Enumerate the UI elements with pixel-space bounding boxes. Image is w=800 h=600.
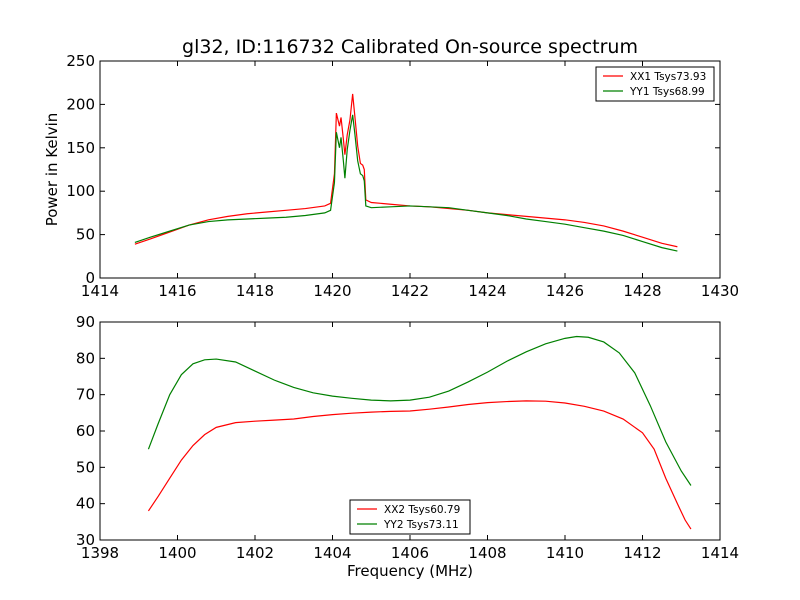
series-line-1 bbox=[134, 93, 678, 248]
x-tick-label: 1404 bbox=[313, 544, 351, 562]
x-tick-label: 1410 bbox=[546, 544, 584, 562]
x-axis-label: Frequency (MHz) bbox=[347, 562, 473, 580]
x-tick-label: 1430 bbox=[701, 282, 739, 300]
y-tick-label: 80 bbox=[76, 349, 95, 367]
x-tick-label: 1418 bbox=[236, 282, 274, 300]
x-tick-label: 1398 bbox=[81, 544, 119, 562]
x-tick-label: 1414 bbox=[701, 544, 739, 562]
legend-box bbox=[349, 499, 471, 535]
chart-title: gl32, ID:116732 Calibrated On-source spe… bbox=[182, 36, 638, 58]
legend-label: XX2 Tsys60.79 bbox=[384, 504, 460, 516]
y-axis-label: Power in Kelvin bbox=[43, 113, 61, 227]
legend-label: YY2 Tsys73.11 bbox=[383, 519, 459, 531]
y-tick-label: 30 bbox=[76, 531, 95, 549]
x-tick-label: 1416 bbox=[158, 282, 196, 300]
legend: XX2 Tsys60.79 YY2 Tsys73.11 bbox=[349, 499, 471, 535]
legend: XX1 Tsys73.93 YY1 Tsys68.99 bbox=[595, 66, 715, 102]
x-tick-label: 1420 bbox=[313, 282, 351, 300]
y-tick-label: 250 bbox=[66, 52, 95, 70]
y-tick-label: 100 bbox=[66, 182, 95, 200]
y-tick-label: 70 bbox=[76, 386, 95, 404]
x-tick-label: 1402 bbox=[236, 544, 274, 562]
series-line-2 bbox=[147, 335, 692, 486]
series-line-2 bbox=[134, 114, 678, 252]
x-tick-label: 1400 bbox=[158, 544, 196, 562]
bottom-plot: 1398 1400 1402 1404 1406 1408 1410 1412 1414 30 40… bbox=[76, 313, 739, 580]
y-tick-label: 50 bbox=[76, 458, 95, 476]
legend-label: XX1 Tsys73.93 bbox=[630, 71, 706, 83]
legend-box bbox=[595, 66, 715, 102]
x-tick-label: 1424 bbox=[468, 282, 506, 300]
y-tick-label: 40 bbox=[76, 495, 95, 513]
x-tick-label: 1422 bbox=[391, 282, 429, 300]
series-line-1 bbox=[147, 400, 692, 530]
y-tick-label: 0 bbox=[85, 269, 95, 287]
x-tick-label: 1412 bbox=[623, 544, 661, 562]
legend-label: YY1 Tsys68.99 bbox=[629, 86, 705, 98]
x-tick-label: 1406 bbox=[391, 544, 429, 562]
y-tick-label: 60 bbox=[76, 422, 95, 440]
y-tick-label: 90 bbox=[76, 313, 95, 331]
y-tick-label: 150 bbox=[66, 139, 95, 157]
y-tick-label: 200 bbox=[66, 95, 95, 113]
top-plot: 1414 1416 1418 1420 1422 1424 1426 1428 1430 0 50 1… bbox=[43, 52, 739, 300]
x-tick-label: 1426 bbox=[546, 282, 584, 300]
y-tick-label: 50 bbox=[76, 226, 95, 244]
x-tick-label: 1414 bbox=[81, 282, 119, 300]
x-tick-label: 1408 bbox=[468, 544, 506, 562]
x-tick-label: 1428 bbox=[623, 282, 661, 300]
